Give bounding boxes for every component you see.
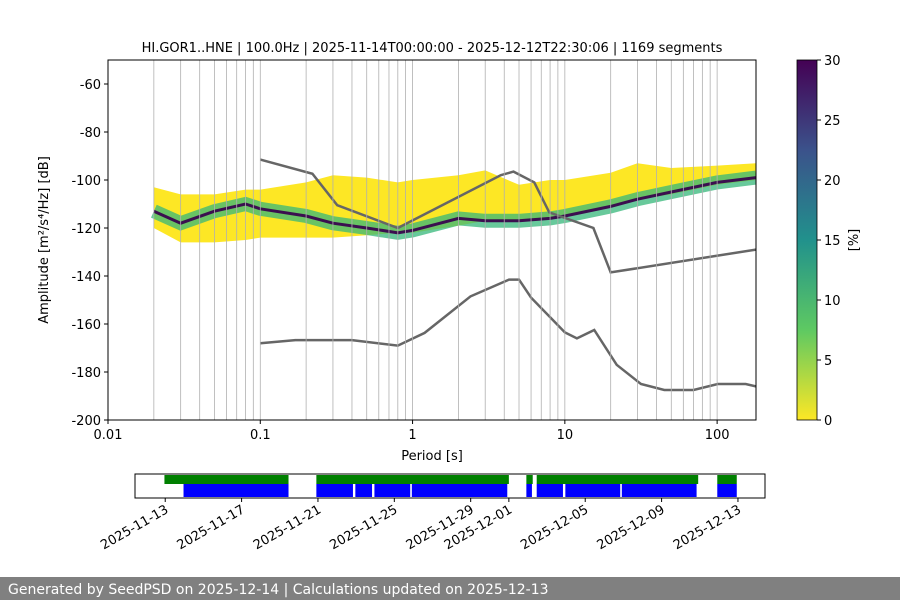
colorbar-tick-label: 25 (824, 114, 841, 129)
colorbar-tick-label: 30 (824, 54, 841, 69)
footer-text: Generated by SeedPSD on 2025-12-14 | Cal… (8, 582, 549, 598)
y-tick-label: -160 (71, 318, 101, 333)
y-tick-label: -140 (71, 270, 101, 285)
data-interval (536, 484, 563, 497)
y-tick-label: -120 (71, 222, 101, 237)
colorbar-tick-label: 20 (824, 174, 841, 189)
data-interval (717, 475, 737, 484)
data-interval (374, 484, 411, 497)
data-interval (717, 484, 737, 497)
x-tick-label: 0.01 (94, 428, 123, 443)
x-tick-label: 2025-12-09 (595, 502, 668, 553)
y-tick-label: -180 (71, 366, 101, 381)
data-interval (565, 484, 621, 497)
x-tick-label: 1 (408, 428, 416, 443)
x-tick-label: 2025-12-05 (518, 502, 591, 553)
x-tick-label: 0.1 (250, 428, 271, 443)
y-axis-label: Amplitude [m²/s⁴/Hz] [dB] (37, 156, 52, 324)
data-interval (526, 475, 533, 484)
data-interval (183, 484, 289, 497)
density-mode (153, 176, 756, 235)
y-tick-label: -60 (80, 78, 101, 93)
noise-model-line (259, 158, 756, 274)
colorbar-label: [%] (847, 229, 862, 252)
data-interval (621, 484, 697, 497)
noise-model-line (260, 278, 756, 392)
chart-title: HI.GOR1..HNE | 100.0Hz | 2025-11-14T00:0… (142, 41, 723, 56)
colorbar-tick-label: 5 (824, 354, 832, 369)
colorbar (796, 59, 818, 421)
data-interval (526, 484, 532, 497)
plot-frame (107, 59, 757, 421)
plot-area (150, 158, 756, 392)
x-tick-label: 2025-11-21 (251, 502, 324, 553)
y-tick-label: -80 (80, 126, 101, 141)
x-tick-label: 10 (557, 428, 574, 443)
x-tick-label: 100 (705, 428, 730, 443)
x-axis-label: Period [s] (401, 449, 463, 464)
x-tick-label: 2025-11-13 (98, 502, 171, 553)
data-interval (411, 484, 508, 497)
footer-bar (0, 577, 900, 600)
colorbar-tick-label: 15 (824, 234, 841, 249)
y-tick-label: -100 (71, 174, 101, 189)
data-interval (355, 484, 373, 497)
x-tick-label: 2025-11-17 (175, 502, 248, 553)
data-interval (316, 484, 353, 497)
data-interval (164, 475, 289, 484)
x-tick-label: 2025-12-13 (671, 502, 744, 553)
colorbar-tick-label: 10 (824, 294, 841, 309)
x-tick-label: 2025-11-25 (327, 502, 400, 553)
y-tick-label: -200 (71, 414, 101, 429)
data-interval (536, 475, 699, 484)
colorbar-tick-label: 0 (824, 414, 832, 429)
data-interval (316, 475, 509, 484)
timeline-frame (134, 473, 766, 499)
